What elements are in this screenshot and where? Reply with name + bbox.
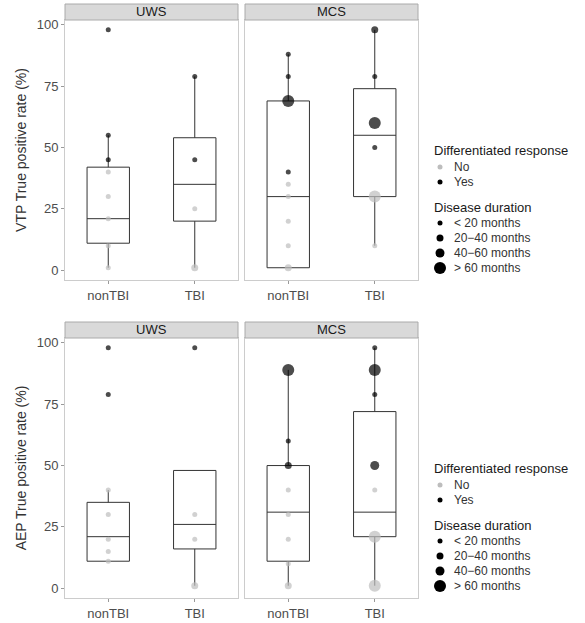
svg-text:75: 75 — [44, 397, 58, 412]
svg-text:50: 50 — [44, 140, 58, 155]
svg-text:40−60 months: 40−60 months — [454, 564, 530, 578]
svg-text:MCS: MCS — [317, 4, 346, 19]
svg-text:Differentiated response: Differentiated response — [434, 461, 568, 476]
svg-text:TBI: TBI — [185, 606, 205, 621]
svg-text:20−40 months: 20−40 months — [454, 231, 530, 245]
svg-text:Yes: Yes — [454, 175, 474, 189]
svg-text:100: 100 — [37, 17, 59, 32]
svg-text:100: 100 — [37, 335, 59, 350]
svg-text:> 60 months: > 60 months — [454, 579, 520, 593]
svg-text:No: No — [454, 160, 470, 174]
svg-text:< 20 months: < 20 months — [454, 216, 520, 230]
svg-text:< 20 months: < 20 months — [454, 534, 520, 548]
svg-text:AEP True positive rate (%): AEP True positive rate (%) — [13, 386, 29, 551]
svg-text:TBI: TBI — [185, 288, 205, 303]
svg-text:Disease duration: Disease duration — [434, 518, 532, 533]
svg-text:Differentiated response: Differentiated response — [434, 143, 568, 158]
svg-text:nonTBI: nonTBI — [87, 606, 129, 621]
svg-text:25: 25 — [44, 519, 58, 534]
svg-text:40−60 months: 40−60 months — [454, 246, 530, 260]
svg-text:UWS: UWS — [136, 4, 167, 19]
svg-text:UWS: UWS — [136, 322, 167, 337]
svg-text:TBI: TBI — [365, 606, 385, 621]
svg-text:> 60 months: > 60 months — [454, 261, 520, 275]
svg-text:TBI: TBI — [365, 288, 385, 303]
svg-text:75: 75 — [44, 79, 58, 94]
svg-text:50: 50 — [44, 458, 58, 473]
svg-text:Disease duration: Disease duration — [434, 200, 532, 215]
svg-text:No: No — [454, 478, 470, 492]
svg-text:nonTBI: nonTBI — [267, 606, 309, 621]
svg-text:nonTBI: nonTBI — [87, 288, 129, 303]
svg-text:25: 25 — [44, 201, 58, 216]
svg-text:0: 0 — [51, 263, 58, 278]
svg-text:0: 0 — [51, 581, 58, 596]
svg-text:20−40 months: 20−40 months — [454, 549, 530, 563]
svg-text:Yes: Yes — [454, 493, 474, 507]
svg-text:MCS: MCS — [317, 322, 346, 337]
svg-text:nonTBI: nonTBI — [267, 288, 309, 303]
svg-text:VTP True positive rate (%): VTP True positive rate (%) — [13, 68, 29, 232]
